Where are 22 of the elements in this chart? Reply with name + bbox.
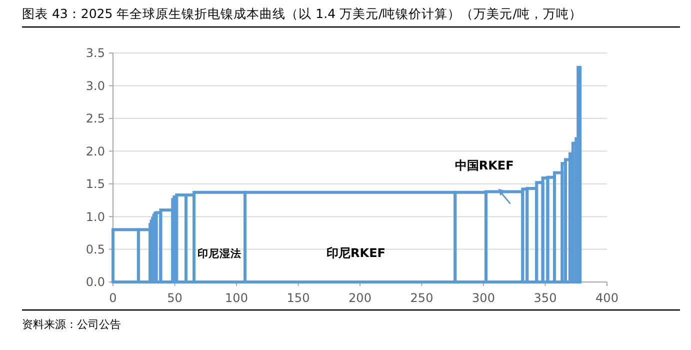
x-tick-label: 150: [286, 291, 310, 305]
chart-title: 图表 43：2025 年全球原生镍折电镍成本曲线（以 1.4 万美元/吨镍价计算）（万美元/吨，万吨）: [22, 6, 582, 21]
x-tick-label: 0: [109, 291, 117, 305]
annotation: 印尼RKEF: [326, 246, 386, 260]
annotation: 中国RKEF: [454, 158, 514, 173]
annotation: 印尼湿法: [198, 247, 242, 260]
x-tick-label: 100: [225, 291, 248, 305]
y-tick-label: 1.5: [86, 177, 105, 192]
y-tick-label: 2.5: [86, 112, 105, 126]
y-tick-label: 1.0: [86, 210, 105, 224]
x-tick-label: 400: [596, 291, 618, 305]
x-tick-label: 50: [167, 291, 182, 305]
text: 资料来源：公司公告: [22, 318, 121, 331]
y-tick-label: 3.5: [86, 46, 105, 60]
x-tick-label: 200: [348, 291, 372, 305]
y-tick-label: 3.0: [86, 78, 105, 93]
y-tick-label: 2.0: [86, 144, 105, 158]
y-tick-label: 0.5: [86, 242, 105, 256]
x-tick-label: 350: [534, 291, 557, 305]
x-tick-label: 300: [472, 291, 495, 305]
x-tick-label: 250: [410, 291, 434, 305]
y-tick-label: 0.0: [86, 275, 105, 290]
